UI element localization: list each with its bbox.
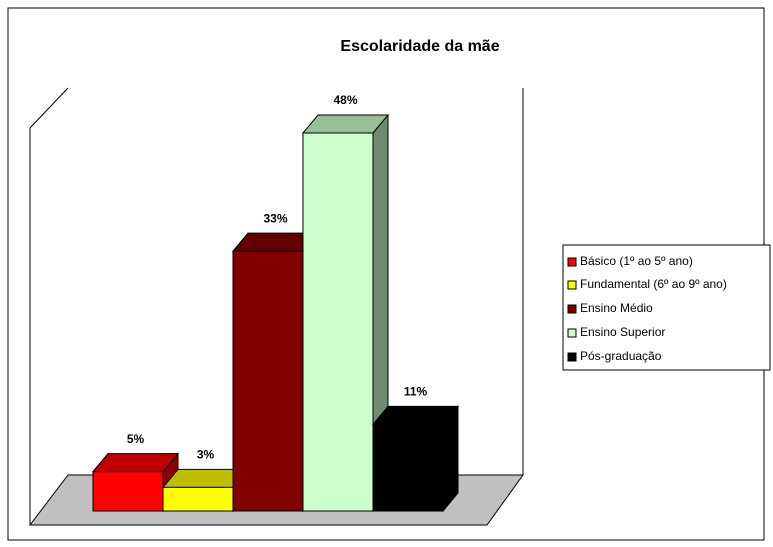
legend-label: Pós-graduação bbox=[580, 349, 662, 363]
bar bbox=[302, 132, 374, 512]
legend-swatch bbox=[567, 304, 577, 314]
legend-swatch bbox=[567, 352, 577, 362]
legend-label: Ensino Superior bbox=[580, 325, 665, 339]
bar bbox=[372, 423, 444, 512]
bar-top bbox=[371, 405, 460, 425]
legend-label: Básico (1º ao 5º ano) bbox=[580, 254, 693, 268]
bar-top bbox=[91, 453, 180, 473]
data-label: 33% bbox=[263, 211, 287, 225]
data-label: 48% bbox=[333, 93, 357, 107]
legend-swatch bbox=[567, 280, 577, 290]
wall-edge bbox=[29, 87, 69, 129]
data-label: 3% bbox=[197, 448, 215, 462]
legend-swatch bbox=[567, 257, 577, 267]
legend-label: Fundamental (6º ao 9º ano) bbox=[580, 277, 727, 291]
bar bbox=[92, 471, 164, 512]
bar bbox=[232, 250, 304, 512]
legend-label: Ensino Médio bbox=[580, 301, 653, 315]
legend-swatch bbox=[567, 328, 577, 338]
legend-box bbox=[562, 244, 771, 371]
data-label: 5% bbox=[127, 432, 145, 446]
data-label: 11% bbox=[404, 385, 428, 399]
chart-title: Escolaridade da mãe bbox=[340, 38, 499, 55]
bar bbox=[162, 486, 234, 512]
bar-top bbox=[301, 114, 390, 134]
